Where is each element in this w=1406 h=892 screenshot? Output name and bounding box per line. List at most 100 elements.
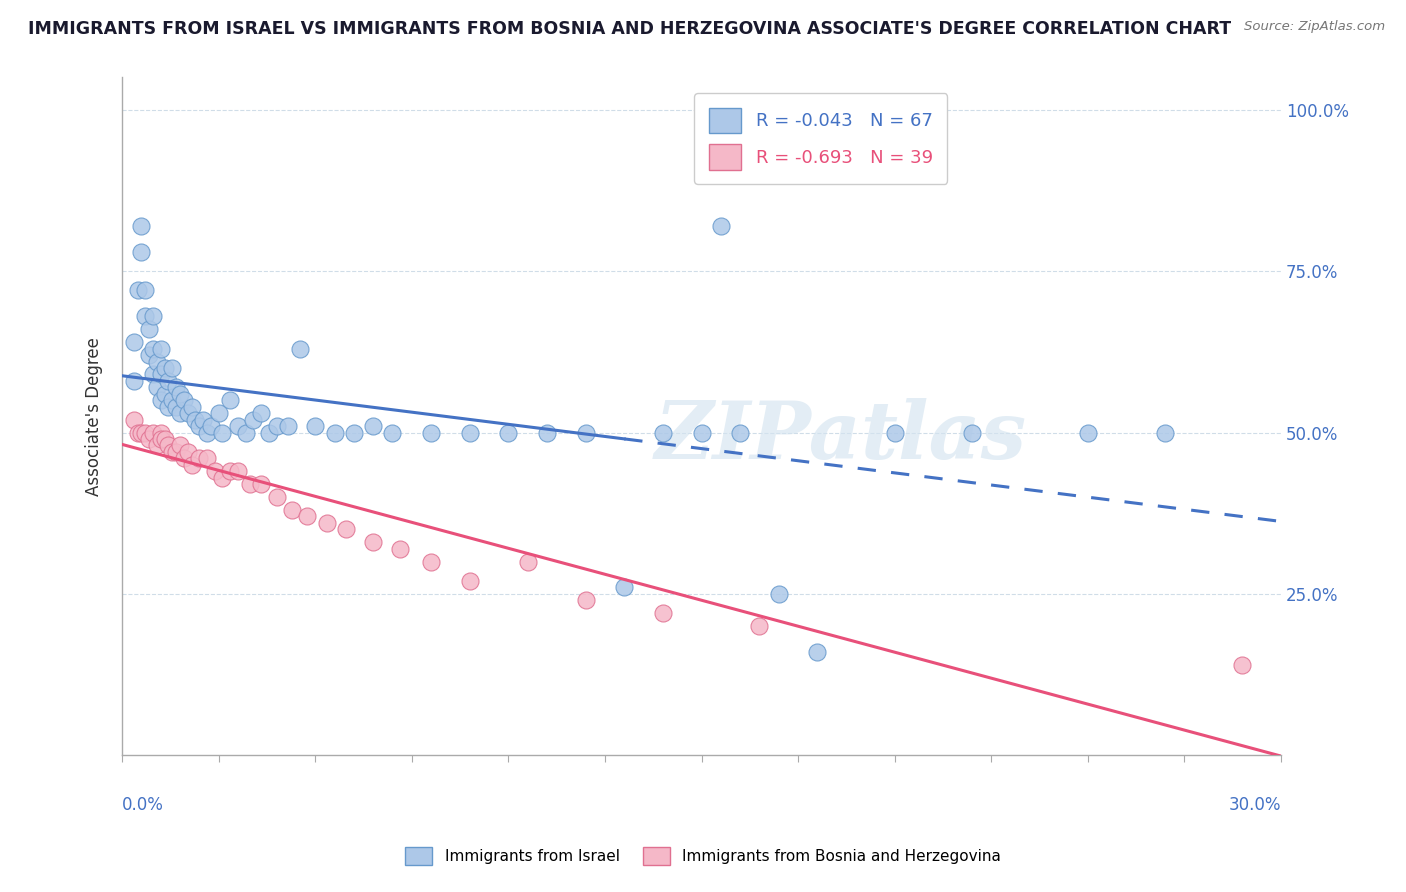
Point [458, 574, 481, 588]
Point [361, 419, 384, 434]
Point [335, 522, 357, 536]
Point [690, 425, 713, 440]
Point [184, 412, 207, 426]
Point [343, 425, 366, 440]
Point [207, 406, 229, 420]
Point [169, 406, 191, 420]
Point [420, 555, 443, 569]
Point [768, 587, 790, 601]
Point [1232, 657, 1254, 672]
Point [257, 425, 280, 440]
Text: IMMIGRANTS FROM ISRAEL VS IMMIGRANTS FROM BOSNIA AND HERZEGOVINA ASSOCIATE'S DEG: IMMIGRANTS FROM ISRAEL VS IMMIGRANTS FRO… [28, 20, 1232, 37]
Point [297, 509, 319, 524]
Point [142, 342, 165, 356]
Point [304, 419, 326, 434]
Point [149, 342, 172, 356]
Point [122, 374, 145, 388]
Point [149, 393, 172, 408]
Point [146, 438, 169, 452]
Point [131, 219, 153, 233]
Point [169, 386, 191, 401]
Point [381, 425, 404, 440]
Point [131, 244, 153, 259]
Point [266, 419, 288, 434]
Point [250, 406, 273, 420]
Point [1154, 425, 1177, 440]
Point [149, 368, 172, 382]
Point [219, 393, 242, 408]
Point [288, 342, 311, 356]
Legend: R = -0.043   N = 67, R = -0.693   N = 39: R = -0.043 N = 67, R = -0.693 N = 39 [695, 94, 948, 184]
Point [131, 425, 153, 440]
Point [173, 393, 195, 408]
Point [134, 310, 156, 324]
Point [157, 438, 180, 452]
Point [169, 438, 191, 452]
Point [277, 419, 299, 434]
Point [142, 425, 165, 440]
Point [219, 464, 242, 478]
Point [516, 555, 538, 569]
Point [180, 458, 202, 472]
Point [127, 425, 149, 440]
Point [575, 425, 598, 440]
Legend: Immigrants from Israel, Immigrants from Bosnia and Herzegovina: Immigrants from Israel, Immigrants from … [399, 841, 1007, 871]
Point [127, 284, 149, 298]
Point [204, 464, 226, 478]
Point [883, 425, 905, 440]
Point [195, 451, 218, 466]
Point [142, 310, 165, 324]
Point [162, 445, 184, 459]
Point [226, 464, 249, 478]
Point [138, 322, 160, 336]
Point [180, 400, 202, 414]
Point [188, 419, 211, 434]
Point [188, 451, 211, 466]
Point [134, 284, 156, 298]
Point [138, 432, 160, 446]
Point [806, 645, 828, 659]
Text: 30.0%: 30.0% [1229, 796, 1281, 814]
Point [728, 425, 751, 440]
Text: 0.0%: 0.0% [122, 796, 165, 814]
Point [211, 471, 233, 485]
Point [195, 425, 218, 440]
Text: Source: ZipAtlas.com: Source: ZipAtlas.com [1244, 20, 1385, 33]
Point [200, 419, 222, 434]
Point [323, 425, 346, 440]
Point [162, 393, 184, 408]
Point [153, 361, 176, 376]
Point [157, 374, 180, 388]
Point [165, 400, 187, 414]
Point [134, 425, 156, 440]
Point [177, 445, 200, 459]
Point [536, 425, 558, 440]
Point [389, 541, 412, 556]
Point [651, 425, 673, 440]
Point [748, 619, 770, 633]
Point [458, 425, 481, 440]
Point [613, 581, 636, 595]
Point [165, 445, 187, 459]
Point [242, 412, 264, 426]
Point [1077, 425, 1099, 440]
Point [235, 425, 257, 440]
Point [361, 535, 384, 549]
Point [281, 503, 304, 517]
Point [146, 354, 169, 368]
Point [226, 419, 249, 434]
Point [153, 432, 176, 446]
Point [193, 412, 215, 426]
Point [142, 368, 165, 382]
Point [250, 477, 273, 491]
Point [420, 425, 443, 440]
Point [173, 451, 195, 466]
Point [122, 412, 145, 426]
Point [165, 380, 187, 394]
Point [498, 425, 520, 440]
Point [153, 386, 176, 401]
Point [211, 425, 233, 440]
Point [651, 607, 673, 621]
Point [266, 490, 288, 504]
Point [710, 219, 733, 233]
